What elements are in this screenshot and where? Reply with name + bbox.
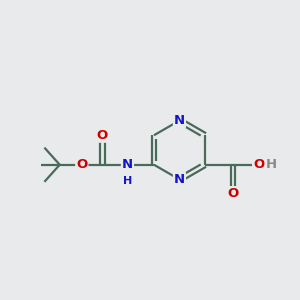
Text: H: H <box>123 176 132 186</box>
Text: O: O <box>76 158 87 171</box>
Text: O: O <box>254 158 265 171</box>
Text: O: O <box>227 187 239 200</box>
Text: N: N <box>174 114 185 127</box>
Text: H: H <box>265 158 276 171</box>
Text: N: N <box>174 173 185 186</box>
Text: N: N <box>122 158 133 171</box>
Text: O: O <box>97 129 108 142</box>
